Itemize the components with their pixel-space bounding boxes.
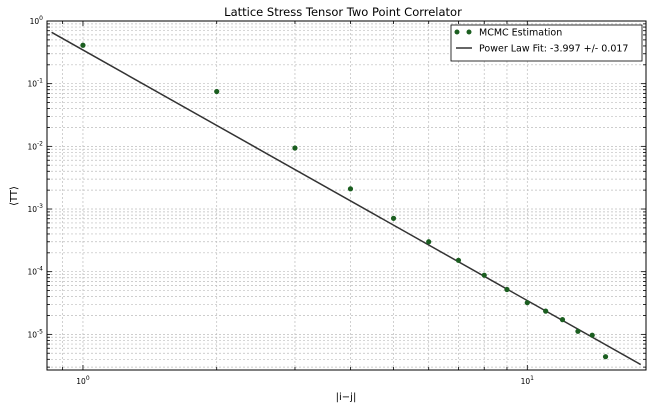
tick-layer: 100 101 100 10-1 10-2 10-3 10-4 10-5	[27, 15, 646, 386]
legend-label-mcmc: MCMC Estimation	[479, 28, 562, 39]
chart-title: Lattice Stress Tensor Two Point Correlat…	[224, 5, 462, 19]
x-axis-label: |i−j|	[336, 392, 357, 403]
mcmc-data-point	[292, 145, 298, 151]
mcmc-data-point	[455, 257, 462, 263]
legend-label-fit: Power Law Fit: -3.997 +/- 0.017	[479, 44, 628, 55]
x-tick-label: 101	[521, 375, 535, 386]
mcmc-data-point	[347, 186, 354, 192]
legend-marker-mcmc	[466, 29, 472, 35]
plot-frame	[46, 20, 647, 371]
mcmc-data-point	[543, 308, 549, 314]
mcmc-data-point	[504, 286, 510, 293]
data-point-layer	[80, 42, 609, 360]
mcmc-data-point	[80, 42, 86, 48]
mcmc-data-point	[559, 317, 566, 323]
x-tick-label: 100	[76, 375, 90, 386]
power-law-fit-line	[51, 31, 642, 366]
y-tick-label: 100	[30, 15, 44, 26]
mcmc-data-point	[390, 215, 397, 221]
y-tick-label: 10-1	[27, 78, 43, 89]
mcmc-data-point	[602, 354, 609, 360]
y-tick-label: 10-4	[27, 266, 43, 277]
mcmc-data-point	[481, 272, 487, 278]
legend-marker-mcmc	[454, 29, 460, 35]
legend-box	[450, 24, 643, 62]
mcmc-data-point	[214, 88, 220, 95]
mcmc-data-point	[575, 328, 581, 334]
legend: MCMC Estimation Power Law Fit: -3.997 +/…	[450, 24, 643, 62]
mcmc-data-point	[426, 239, 432, 245]
y-axis-label: ⟨TT⟩	[9, 186, 20, 206]
mcmc-data-point	[589, 332, 595, 338]
y-tick-label: 10-3	[27, 203, 43, 214]
y-tick-label: 10-2	[27, 140, 43, 151]
y-tick-label: 10-5	[27, 328, 43, 339]
fit-line-layer	[51, 31, 642, 366]
mcmc-data-point	[524, 300, 530, 306]
